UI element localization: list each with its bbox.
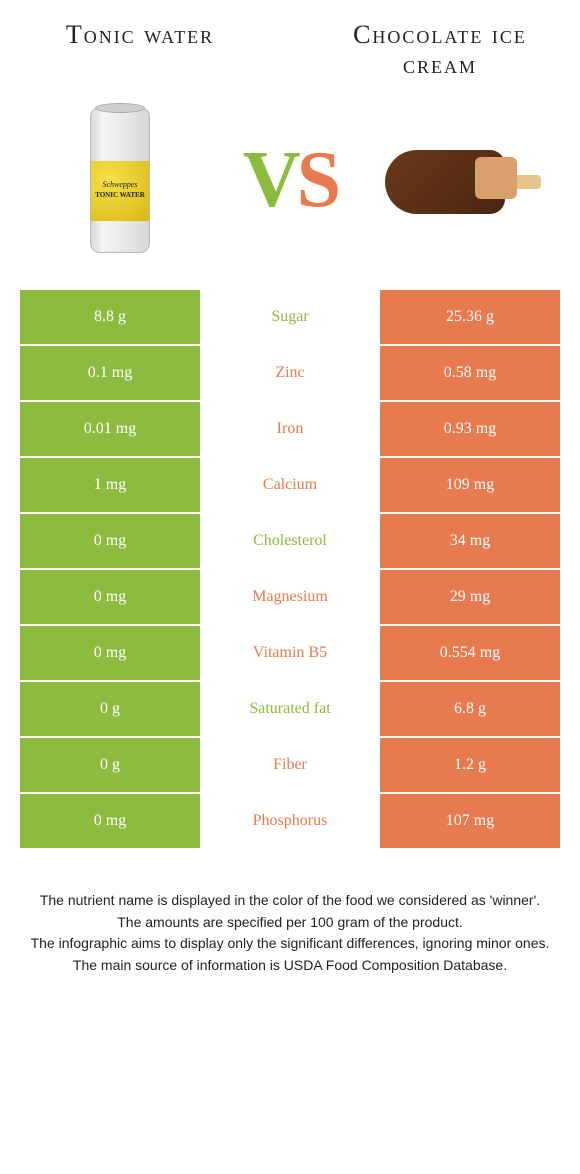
right-value: 25.36 g: [380, 290, 560, 344]
left-value: 8.8 g: [20, 290, 200, 344]
footer-line: The amounts are specified per 100 gram o…: [30, 912, 550, 934]
left-food-image: Schweppes TONIC WATER: [40, 100, 200, 260]
right-food-title: Chocolate ice cream: [330, 20, 550, 80]
nutrient-label: Cholesterol: [200, 514, 380, 568]
table-row: 0 mgCholesterol34 mg: [20, 514, 560, 570]
right-value: 109 mg: [380, 458, 560, 512]
table-row: 0 mgMagnesium29 mg: [20, 570, 560, 626]
left-value: 0 g: [20, 738, 200, 792]
right-value: 29 mg: [380, 570, 560, 624]
ice-cream-icon: [385, 135, 535, 225]
table-row: 0 gSaturated fat6.8 g: [20, 682, 560, 738]
right-value: 107 mg: [380, 794, 560, 848]
infographic: Tonic water Chocolate ice cream Schweppe…: [0, 0, 580, 997]
right-value: 1.2 g: [380, 738, 560, 792]
left-food-title: Tonic water: [30, 20, 250, 50]
left-value: 0 mg: [20, 570, 200, 624]
right-food-image: [380, 100, 540, 260]
nutrient-table: 8.8 gSugar25.36 g0.1 mgZinc0.58 mg0.01 m…: [20, 290, 560, 850]
nutrient-label: Zinc: [200, 346, 380, 400]
footer-line: The main source of information is USDA F…: [30, 955, 550, 977]
left-value: 1 mg: [20, 458, 200, 512]
nutrient-label: Fiber: [200, 738, 380, 792]
nutrient-label: Sugar: [200, 290, 380, 344]
table-row: 0 mgPhosphorus107 mg: [20, 794, 560, 850]
left-value: 0 mg: [20, 626, 200, 680]
right-value: 0.554 mg: [380, 626, 560, 680]
nutrient-label: Calcium: [200, 458, 380, 512]
can-brand: Schweppes: [102, 181, 137, 190]
vs-label: VS: [243, 135, 337, 226]
nutrient-label: Magnesium: [200, 570, 380, 624]
left-value: 0 g: [20, 682, 200, 736]
table-row: 0.01 mgIron0.93 mg: [20, 402, 560, 458]
footer-line: The nutrient name is displayed in the co…: [30, 890, 550, 912]
tonic-can-icon: Schweppes TONIC WATER: [90, 108, 150, 253]
footer-line: The infographic aims to display only the…: [30, 933, 550, 955]
table-row: 1 mgCalcium109 mg: [20, 458, 560, 514]
nutrient-label: Vitamin B5: [200, 626, 380, 680]
nutrient-label: Saturated fat: [200, 682, 380, 736]
header: Tonic water Chocolate ice cream: [0, 0, 580, 90]
right-value: 0.58 mg: [380, 346, 560, 400]
table-row: 0.1 mgZinc0.58 mg: [20, 346, 560, 402]
right-value: 34 mg: [380, 514, 560, 568]
right-value: 0.93 mg: [380, 402, 560, 456]
right-value: 6.8 g: [380, 682, 560, 736]
footer-notes: The nutrient name is displayed in the co…: [0, 850, 580, 997]
table-row: 0 gFiber1.2 g: [20, 738, 560, 794]
table-row: 8.8 gSugar25.36 g: [20, 290, 560, 346]
left-value: 0.1 mg: [20, 346, 200, 400]
images-row: Schweppes TONIC WATER VS: [0, 90, 580, 290]
left-value: 0 mg: [20, 794, 200, 848]
nutrient-label: Phosphorus: [200, 794, 380, 848]
table-row: 0 mgVitamin B50.554 mg: [20, 626, 560, 682]
left-value: 0 mg: [20, 514, 200, 568]
nutrient-label: Iron: [200, 402, 380, 456]
left-value: 0.01 mg: [20, 402, 200, 456]
vs-v: V: [243, 136, 297, 224]
vs-s: S: [297, 136, 338, 224]
can-sub: TONIC WATER: [95, 192, 145, 200]
